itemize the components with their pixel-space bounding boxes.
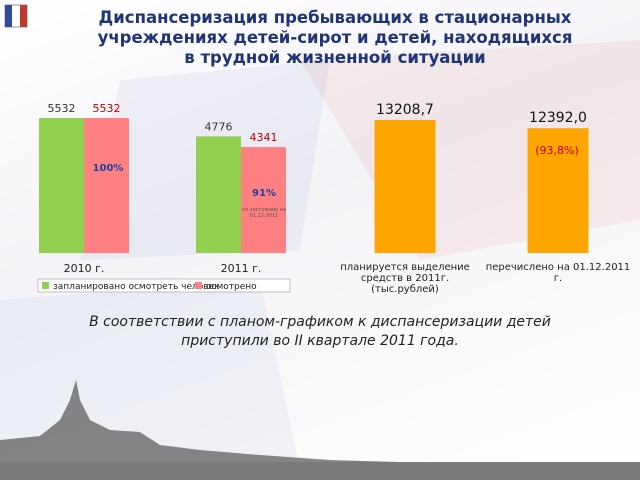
bar [241, 147, 286, 253]
x-tick-label: 2010 г. [63, 262, 105, 275]
value-label: 5532 [48, 102, 76, 115]
value-label: 5532 [93, 102, 121, 115]
legend-swatch [195, 282, 202, 289]
bar [196, 136, 241, 253]
legend-label: осмотрено [206, 282, 257, 292]
value-label: 4341 [250, 131, 278, 144]
footer-bar [0, 462, 640, 480]
bar [39, 118, 84, 253]
title: учреждениях детей-сирот и детей, находящ… [97, 28, 573, 47]
logo [20, 5, 27, 27]
legend-box [37, 278, 291, 293]
silhouette [0, 380, 400, 470]
title: в трудной жизненной ситуации [184, 48, 486, 67]
logo [5, 5, 12, 27]
bar [527, 128, 589, 253]
legend-swatch [42, 282, 49, 289]
annotation: 91% [252, 188, 276, 199]
x-tick-label: перечислено на 01.12.2011 г. [485, 262, 631, 284]
value-label: 13208,7 [376, 102, 434, 118]
bar [84, 118, 129, 253]
title: Диспансеризация пребывающих в стационарн… [98, 8, 572, 27]
legend-label: запланировано осмотреть человек [53, 282, 220, 292]
value-label: 12392,0 [529, 110, 587, 126]
x-tick-label: планируется выделение средств в 2011г. (… [340, 262, 470, 295]
value-label: 4776 [205, 120, 233, 133]
text: приступили во II квартале 2011 года. [181, 333, 459, 349]
annotation: (93,8%) [535, 144, 579, 157]
annotation: 100% [92, 163, 124, 174]
annotation: по состоянию на 01.12.2011 [241, 207, 287, 219]
text: В соответствии с планом-графиком к диспа… [89, 314, 551, 330]
x-tick-label: 2011 г. [220, 262, 262, 275]
bar [374, 120, 436, 253]
